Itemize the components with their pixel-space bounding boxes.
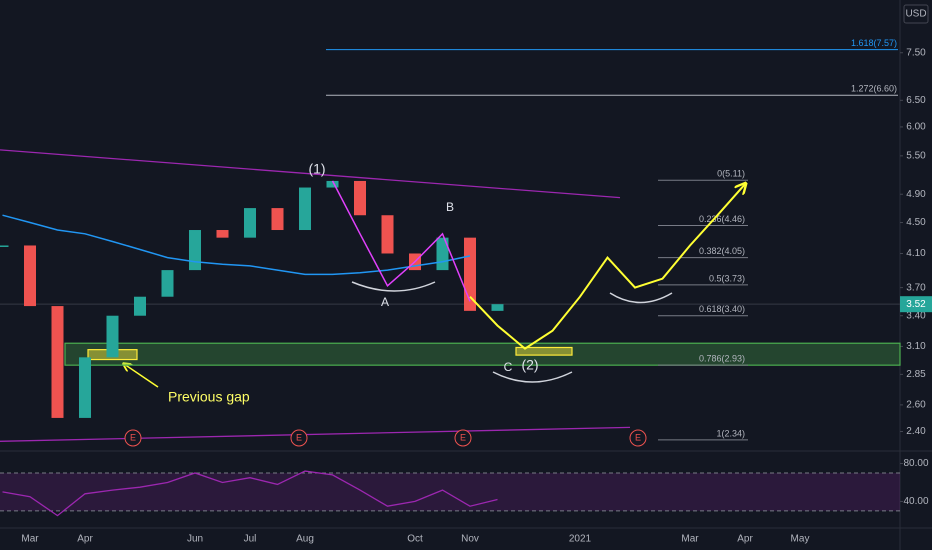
zone xyxy=(515,346,573,356)
candle xyxy=(491,304,504,311)
x-tick-label: Mar xyxy=(21,534,39,545)
candle xyxy=(0,245,9,247)
x-tick-label: Apr xyxy=(77,534,93,545)
x-tick-label: Jul xyxy=(244,534,257,545)
gap-arrow xyxy=(124,364,159,388)
y-tick-label: 4.90 xyxy=(906,189,926,200)
rsi-band xyxy=(0,473,900,511)
candle xyxy=(271,208,284,231)
fib-label: 0.236(4.46) xyxy=(699,214,745,224)
y-tick-label: 2.85 xyxy=(906,369,926,380)
series-line xyxy=(331,180,471,302)
currency: USD xyxy=(905,9,926,20)
fib-label: 1.618(7.57) xyxy=(851,38,897,48)
fib-label: 0(5.11) xyxy=(717,169,745,179)
x-tick-label: Nov xyxy=(461,534,479,545)
last-price-label: 3.52 xyxy=(906,299,926,310)
event-label: E xyxy=(635,432,641,442)
annotation: A xyxy=(381,295,389,309)
candle xyxy=(51,306,64,418)
annotation: B xyxy=(446,200,454,214)
fib-label: 0.618(3.40) xyxy=(699,304,745,314)
event-marker xyxy=(290,429,308,447)
annotation: (2) xyxy=(521,357,538,373)
candle xyxy=(189,230,201,271)
candle xyxy=(354,180,366,216)
y-tick-label: 5.50 xyxy=(906,150,926,161)
fib-label: 1.272(6.60) xyxy=(851,84,897,94)
annotation: C xyxy=(504,360,513,374)
last-price-box xyxy=(900,296,932,313)
candle xyxy=(244,208,256,238)
candle xyxy=(161,270,174,297)
x-tick-label: Aug xyxy=(296,534,314,545)
fib-label: 0.382(4.05) xyxy=(699,246,745,256)
rsi-tick-label: 40.00 xyxy=(903,496,928,507)
y-tick-label: 3.70 xyxy=(906,282,926,293)
candle xyxy=(134,296,146,316)
fib-label: 0.786(2.93) xyxy=(699,354,745,364)
candle xyxy=(381,215,394,254)
annotation: (1) xyxy=(308,161,325,177)
y-tick-label: 4.10 xyxy=(906,248,926,259)
fib-label: 1(2.34) xyxy=(716,428,745,438)
x-tick-label: 2021 xyxy=(569,534,592,545)
arc xyxy=(351,281,436,292)
x-tick-label: Apr xyxy=(737,534,753,545)
x-tick-label: Jun xyxy=(187,534,203,545)
event-marker xyxy=(629,429,647,447)
x-tick-label: Mar xyxy=(681,534,699,545)
y-tick-label: 6.00 xyxy=(906,122,926,133)
rsi-line xyxy=(2,470,498,517)
series-line xyxy=(469,184,745,350)
x-tick-label: Oct xyxy=(407,534,423,545)
rsi-tick-label: 80.00 xyxy=(903,458,928,469)
candle xyxy=(326,180,339,188)
annotation: Previous gap xyxy=(168,389,250,405)
zone xyxy=(64,342,901,366)
event-marker xyxy=(454,429,472,447)
candle xyxy=(299,187,311,231)
currency-box xyxy=(903,4,929,24)
trendline xyxy=(0,426,631,442)
y-tick-label: 6.50 xyxy=(906,95,926,106)
y-tick-label: 3.40 xyxy=(906,310,926,321)
y-tick-label: 4.50 xyxy=(906,217,926,228)
y-tick-label: 2.60 xyxy=(906,400,926,411)
candle xyxy=(106,315,119,358)
x-tick-label: May xyxy=(791,534,810,545)
trendline xyxy=(0,149,621,199)
event-marker xyxy=(124,429,142,447)
event-label: E xyxy=(460,432,466,442)
y-tick-label: 7.50 xyxy=(906,47,926,58)
arc xyxy=(492,371,573,383)
y-tick-label: 2.40 xyxy=(906,426,926,437)
candle xyxy=(24,245,36,307)
candle xyxy=(216,230,229,238)
candle xyxy=(79,357,91,418)
event-label: E xyxy=(296,432,302,442)
y-tick-label: 3.10 xyxy=(906,341,926,352)
event-label: E xyxy=(130,432,136,442)
arc xyxy=(609,292,673,304)
series-line xyxy=(2,214,471,276)
fib-label: 0.5(3.73) xyxy=(709,273,745,283)
